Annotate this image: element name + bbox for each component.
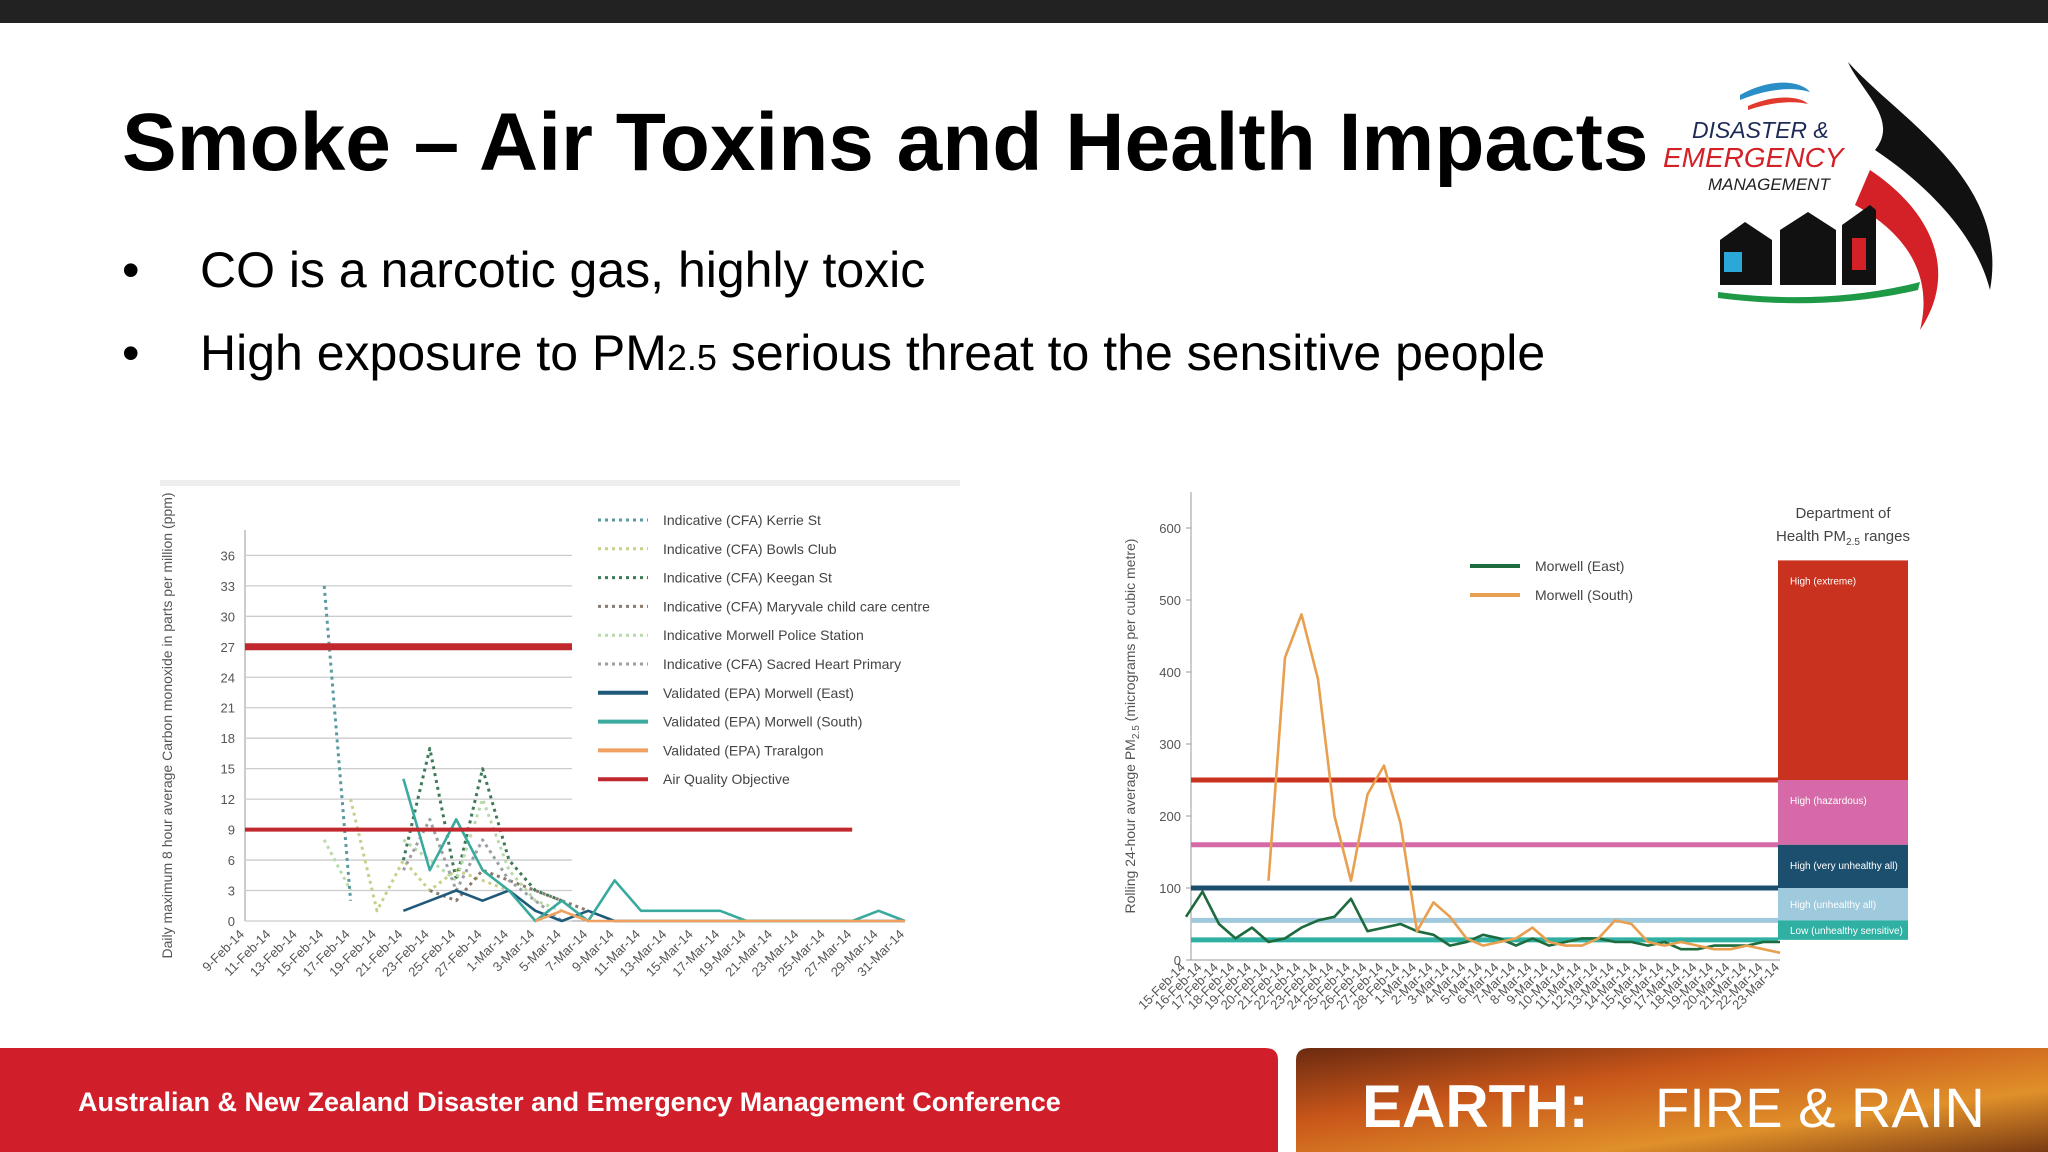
y-axis-label-part: 2.5: [1131, 725, 1142, 739]
y-axis-label: Rolling 24-hour average PM2.5 (microgram…: [1122, 539, 1142, 914]
bullet: High exposure to PM2.5 serious threat to…: [200, 325, 1545, 381]
legend-label: Indicative (CFA) Keegan St: [663, 570, 832, 586]
logo-swoosh: [1740, 82, 1810, 100]
range-band: [1778, 920, 1908, 940]
y-tick-label: 0: [1174, 953, 1181, 968]
y-tick-label: 6: [228, 853, 235, 868]
legend-label: Validated (EPA) Morwell (East): [663, 685, 854, 701]
range-band: [1778, 560, 1908, 780]
y-tick-label: 27: [221, 640, 235, 655]
y-tick-label: 9: [228, 823, 235, 838]
ranges-title-part: Health PM: [1776, 528, 1846, 545]
footer-theme: EARTH:: [1362, 1073, 1589, 1140]
y-tick-label: 30: [221, 609, 235, 624]
y-tick-label: 200: [1159, 809, 1181, 824]
footer-theme: FIRE & RAIN: [1655, 1076, 1985, 1139]
bullet-text: CO is a narcotic gas, highly toxic: [200, 242, 925, 298]
logo-text: EMERGENCY: [1663, 142, 1846, 173]
legend-label: Indicative Morwell Police Station: [663, 627, 864, 643]
y-tick-label: 600: [1159, 521, 1181, 536]
y-tick-label: 0: [228, 914, 235, 929]
footer-text: Australian & New Zealand Disaster and Em…: [78, 1087, 1061, 1117]
range-label: High (extreme): [1790, 576, 1856, 587]
logo-ground: [1718, 282, 1920, 304]
y-tick-label: 12: [221, 792, 235, 807]
logo-swoosh: [1748, 97, 1808, 110]
legend-label: Air Quality Objective: [663, 771, 790, 787]
series-line: [1267, 613, 1781, 955]
y-tick-label: 300: [1159, 737, 1181, 752]
y-tick-label: 24: [221, 670, 235, 685]
range-label: Low (unhealthy sensitive): [1790, 926, 1903, 937]
series-line: [534, 909, 905, 923]
bullet-dot: •: [122, 242, 140, 298]
bullet-text: 2.5: [667, 337, 717, 378]
logo-window: [1724, 252, 1742, 272]
ranges-title: Health PM2.5 ranges: [1776, 528, 1910, 548]
bullet: CO is a narcotic gas, highly toxic: [200, 242, 925, 298]
logo-text: DISASTER &: [1692, 117, 1829, 143]
y-tick-label: 18: [221, 731, 235, 746]
ranges-title-part: ranges: [1860, 528, 1910, 545]
legend-label: Indicative (CFA) Sacred Heart Primary: [663, 656, 901, 672]
y-tick-label: 400: [1159, 665, 1181, 680]
series-line: [322, 585, 353, 901]
legend-label: Validated (EPA) Morwell (South): [663, 714, 862, 730]
footer-image: [1296, 1048, 2048, 1152]
logo: DISASTER & EMERGENCY MANAGEMENT: [1663, 62, 1993, 330]
legend-label: Indicative (CFA) Kerrie St: [663, 512, 821, 528]
y-axis-label: Daily maximum 8 hour average Carbon mono…: [159, 492, 175, 958]
range-label: High (very unhealthy all): [1790, 861, 1898, 872]
y-tick-label: 3: [228, 884, 235, 899]
legend-label: Morwell (South): [1535, 587, 1633, 603]
range-band: [1778, 844, 1908, 888]
logo-swoosh: [1848, 62, 1993, 290]
logo-window: [1852, 238, 1866, 270]
logo-houses: [1720, 205, 1876, 285]
chart-panel-edge: [160, 480, 960, 486]
top-bar: [0, 0, 2048, 23]
ranges-title-part: 2.5: [1846, 537, 1860, 548]
y-axis-label-part: (micrograms per cubic metre): [1122, 539, 1138, 726]
y-tick-label: 100: [1159, 881, 1181, 896]
bullet-dot: •: [122, 325, 140, 381]
series-line: [429, 868, 589, 913]
ranges-title: Department of: [1795, 505, 1891, 522]
series-line: [402, 889, 905, 923]
slide-title: Smoke – Air Toxins and Health Impacts: [122, 97, 1649, 188]
range-label: High (unhealthy all): [1790, 900, 1876, 911]
series-line: [1184, 890, 1780, 951]
y-tick-label: 21: [221, 701, 235, 716]
series-line: [349, 798, 510, 913]
series-line: [402, 817, 563, 923]
legend-label: Morwell (East): [1535, 558, 1624, 574]
y-tick-label: 500: [1159, 593, 1181, 608]
range-band: [1778, 888, 1908, 921]
legend-label: Validated (EPA) Traralgon: [663, 742, 824, 758]
y-tick-label: 15: [221, 762, 235, 777]
bullet-text: High exposure to PM: [200, 325, 667, 381]
range-band: [1778, 780, 1908, 845]
y-axis-label-part: Rolling 24-hour average PM: [1122, 739, 1138, 913]
legend-label: Indicative (CFA) Bowls Club: [663, 541, 837, 557]
series-line: [401, 746, 563, 903]
range-label: High (hazardous): [1790, 796, 1867, 807]
bullet-text: serious threat to the sensitive people: [717, 325, 1545, 381]
y-tick-label: 36: [221, 548, 235, 563]
series-line: [322, 797, 563, 913]
y-tick-label: 33: [221, 579, 235, 594]
footer-bar: [0, 1048, 1278, 1152]
logo-text: MANAGEMENT: [1708, 175, 1831, 194]
legend-label: Indicative (CFA) Maryvale child care cen…: [663, 598, 930, 614]
